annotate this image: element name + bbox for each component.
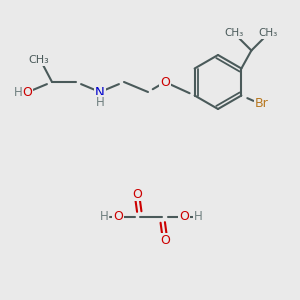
- Text: CH₃: CH₃: [28, 55, 50, 65]
- Text: O: O: [132, 188, 142, 200]
- Text: N: N: [95, 85, 105, 98]
- Text: CH₃: CH₃: [225, 28, 244, 38]
- Text: O: O: [160, 76, 170, 88]
- Text: H: H: [14, 85, 22, 98]
- Text: O: O: [179, 211, 189, 224]
- Text: O: O: [22, 85, 32, 98]
- Text: O: O: [160, 233, 170, 247]
- Text: H: H: [100, 211, 108, 224]
- Text: H: H: [194, 211, 202, 224]
- Text: Br: Br: [254, 97, 268, 110]
- Text: CH₃: CH₃: [259, 28, 278, 38]
- Text: O: O: [113, 211, 123, 224]
- Text: H: H: [96, 95, 104, 109]
